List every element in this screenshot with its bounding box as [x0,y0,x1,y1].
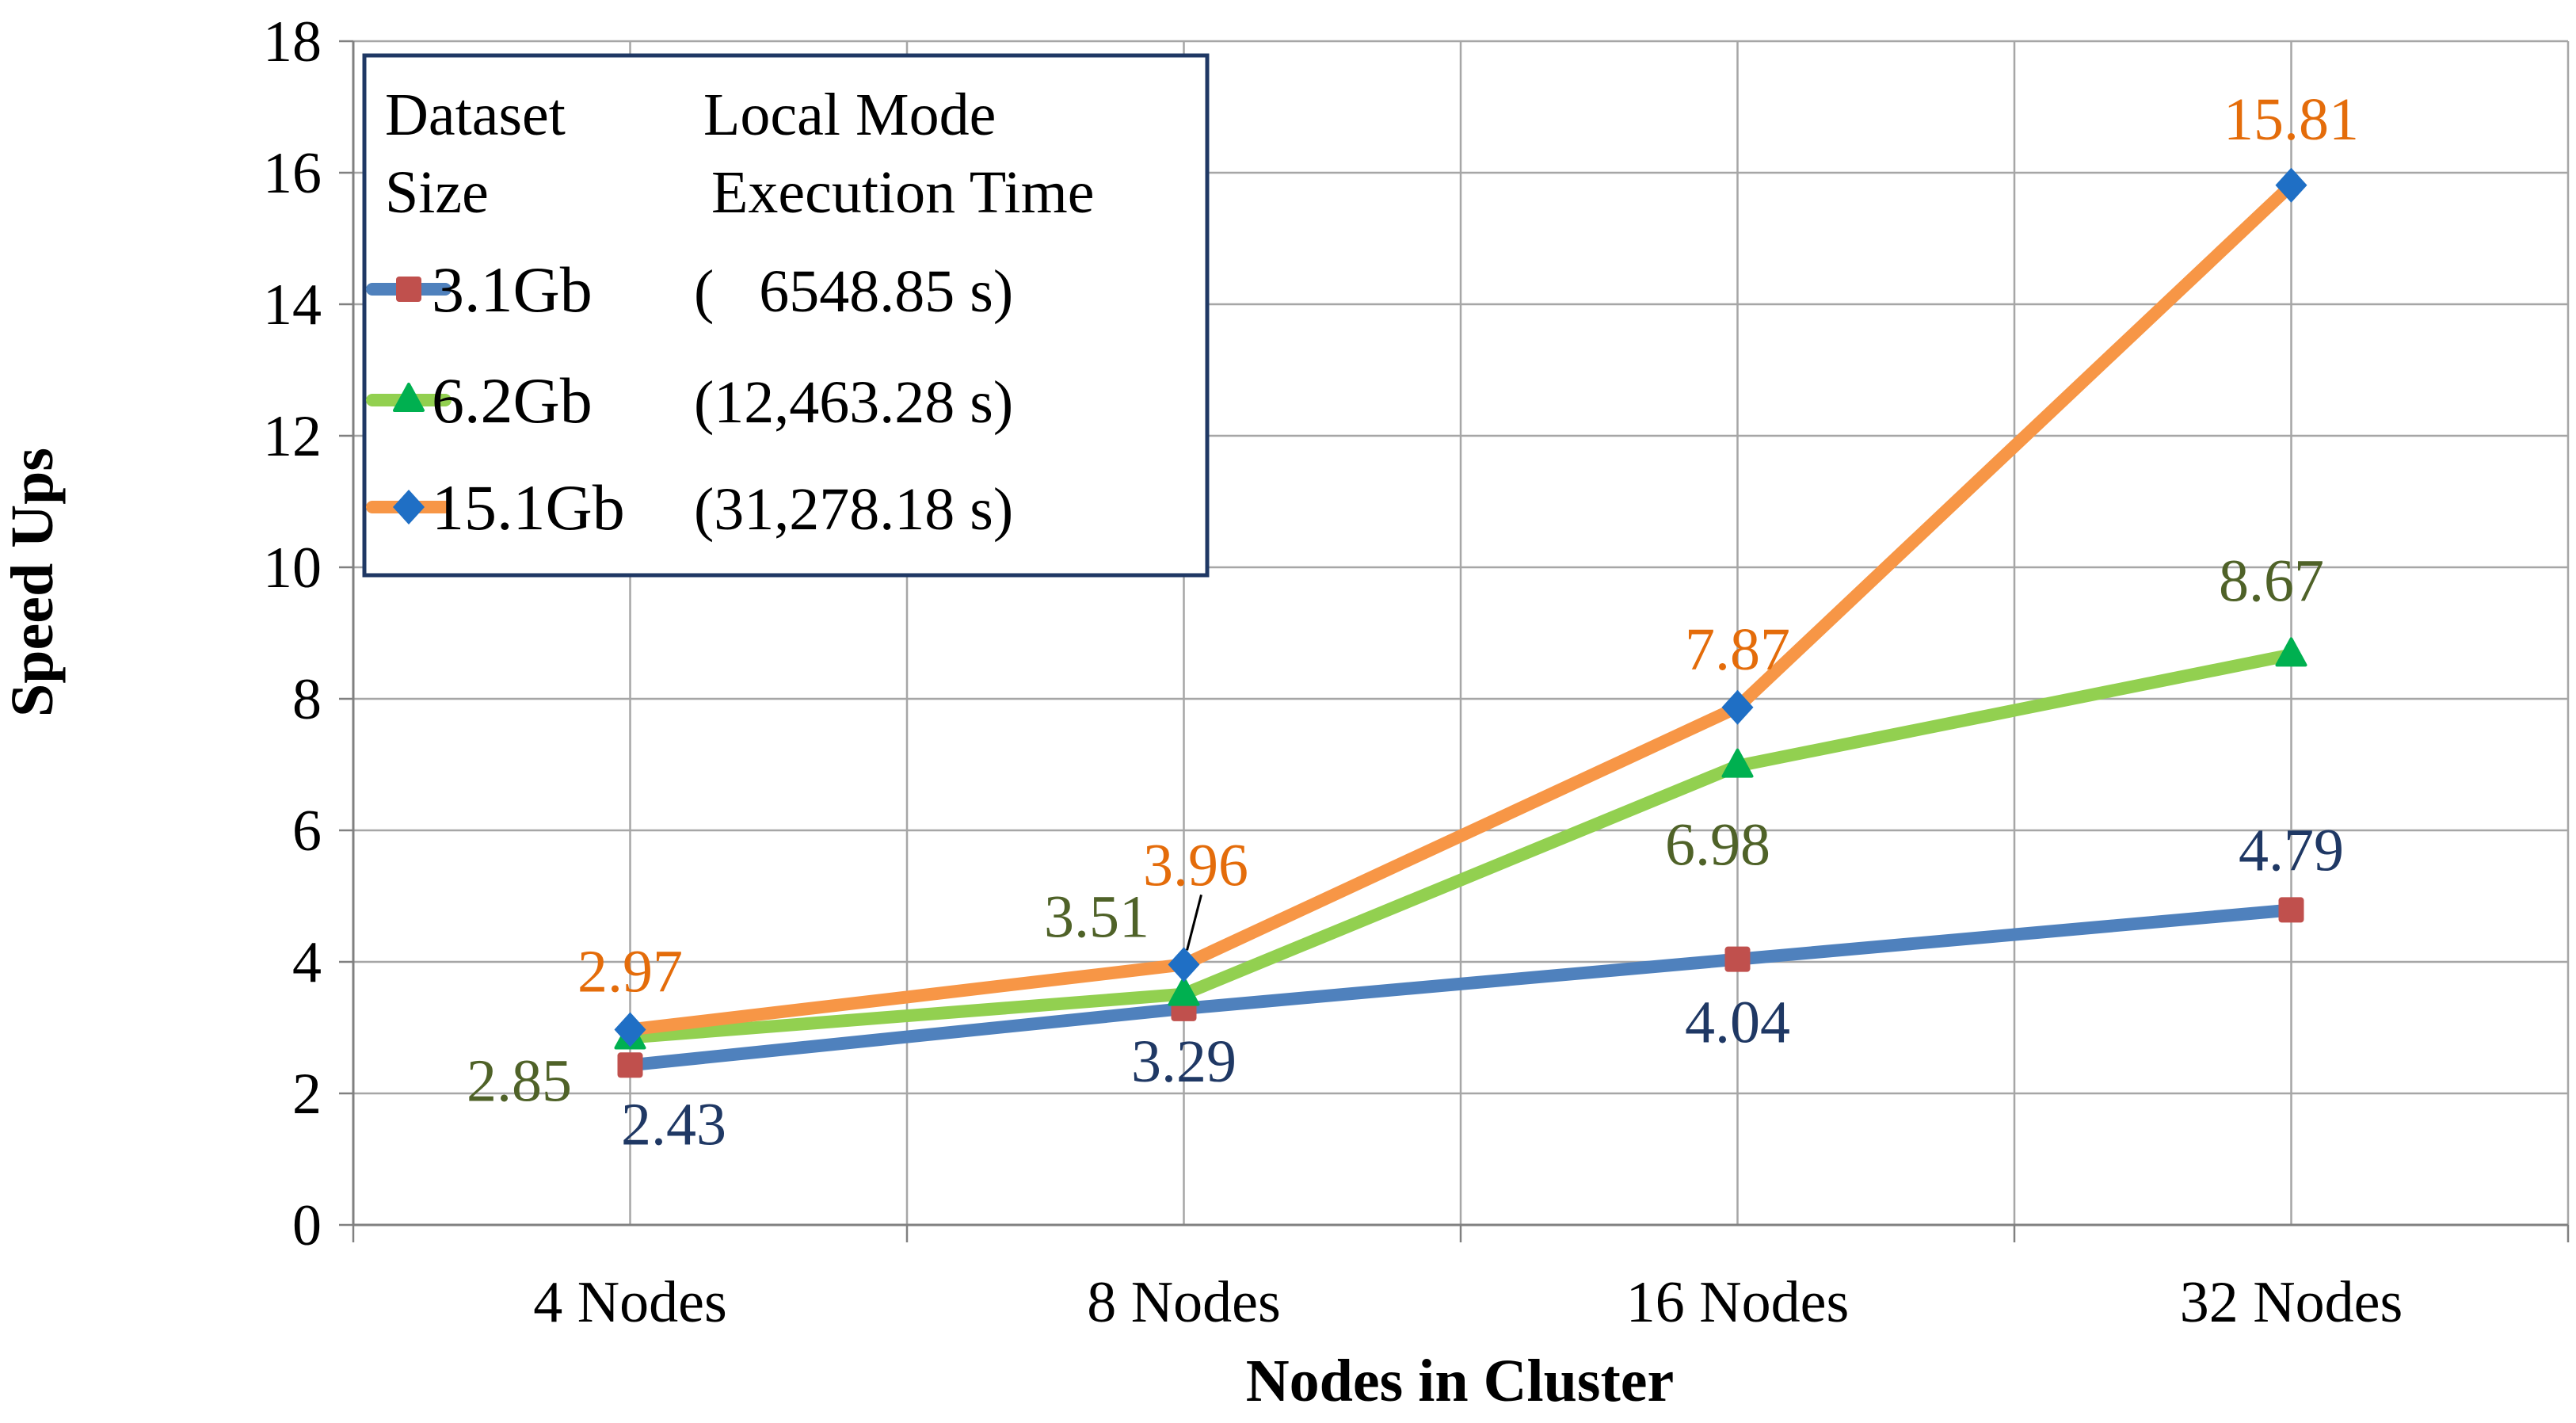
legend-exec-time: ( 6548.85 s) [694,258,1013,325]
point-marker-15.1Gb [614,1012,646,1047]
data-label-6.2Gb: 3.51 [1044,884,1149,951]
legend-exec-time: (12,463.28 s) [694,369,1013,436]
legend: Dataset Size Local Mode Execution Time 3… [362,53,1210,578]
legend-marker-6.2Gb [393,383,425,412]
x-tick-label: 32 Nodes [2180,1270,2403,1335]
y-tick-labels: 0 2 4 6 8 10 12 14 16 18 [263,10,322,1258]
y-tick-label: 2 [292,1062,322,1127]
y-tick-label: 6 [292,799,322,864]
legend-marker-3.1Gb [396,277,421,302]
legend-header-size-line2: Size [385,159,489,226]
point-marker-6.2Gb [1721,748,1754,778]
legend-series-name: 6.2Gb [432,364,593,437]
data-label-6.2Gb: 2.85 [467,1047,572,1114]
series-line-3.1Gb [623,903,2298,1072]
axes [339,40,2570,1242]
y-tick-label: 0 [292,1193,322,1258]
point-marker-3.1Gb [1724,946,1751,972]
y-tick-label: 18 [263,10,322,74]
data-label-15.1Gb: 2.97 [577,938,683,1005]
legend-header-time-line1: Local Mode [703,82,996,148]
legend-header-time-line2: Execution Time [711,159,1094,226]
label-leader-line [1186,894,1202,951]
y-tick-label: 8 [292,667,322,732]
point-marker-3.1Gb [2278,897,2304,923]
x-tick-labels: 4 Nodes 8 Nodes 16 Nodes 32 Nodes [533,1270,2403,1335]
y-tick-label: 16 [263,141,322,206]
series-markers [614,167,2307,1078]
y-axis-title: Speed Ups [0,448,66,717]
point-marker-6.2Gb [2275,637,2307,667]
data-label-3.1Gb: 4.04 [1685,990,1790,1056]
legend-header-size-line1: Dataset [385,82,566,148]
data-label-3.1Gb: 4.79 [2239,817,2344,883]
data-label-15.1Gb: 3.96 [1143,832,1248,898]
data-label-6.2Gb: 6.98 [1665,812,1770,879]
x-tick-label: 16 Nodes [1626,1270,1850,1335]
data-label-3.1Gb: 2.43 [621,1091,726,1158]
data-label-6.2Gb: 8.67 [2219,547,2324,614]
y-tick-label: 14 [263,273,322,338]
series-lines [623,178,2298,1072]
legend-box [362,53,1210,578]
legend-exec-time: (31,278.18 s) [694,476,1013,543]
data-label-15.1Gb: 7.87 [1685,616,1790,683]
legend-series-name: 3.1Gb [432,254,593,326]
data-labels: 2.43 3.29 4.04 4.79 2.85 3.51 6.98 8.67 2.97 3.96… [467,86,2359,1158]
point-marker-15.1Gb [1168,947,1200,982]
data-label-15.1Gb: 15.81 [2224,86,2359,153]
data-label-3.1Gb: 3.29 [1131,1028,1237,1095]
point-marker-15.1Gb [1721,689,1754,725]
legend-series-name: 15.1Gb [432,471,625,544]
point-marker-15.1Gb [2275,167,2307,203]
y-tick-label: 12 [263,404,322,469]
legend-marker-15.1Gb [393,490,425,525]
y-tick-label: 10 [263,536,322,601]
y-tick-label: 4 [292,930,322,995]
x-tick-label: 8 Nodes [1087,1270,1281,1335]
point-marker-3.1Gb [617,1052,643,1078]
series-line-6.2Gb [623,648,2298,1044]
point-marker-6.2Gb [1168,976,1200,1006]
series-line-15.1Gb [623,178,2298,1036]
x-tick-label: 4 Nodes [533,1270,727,1335]
x-axis-title: Nodes in Cluster [1246,1348,1674,1414]
